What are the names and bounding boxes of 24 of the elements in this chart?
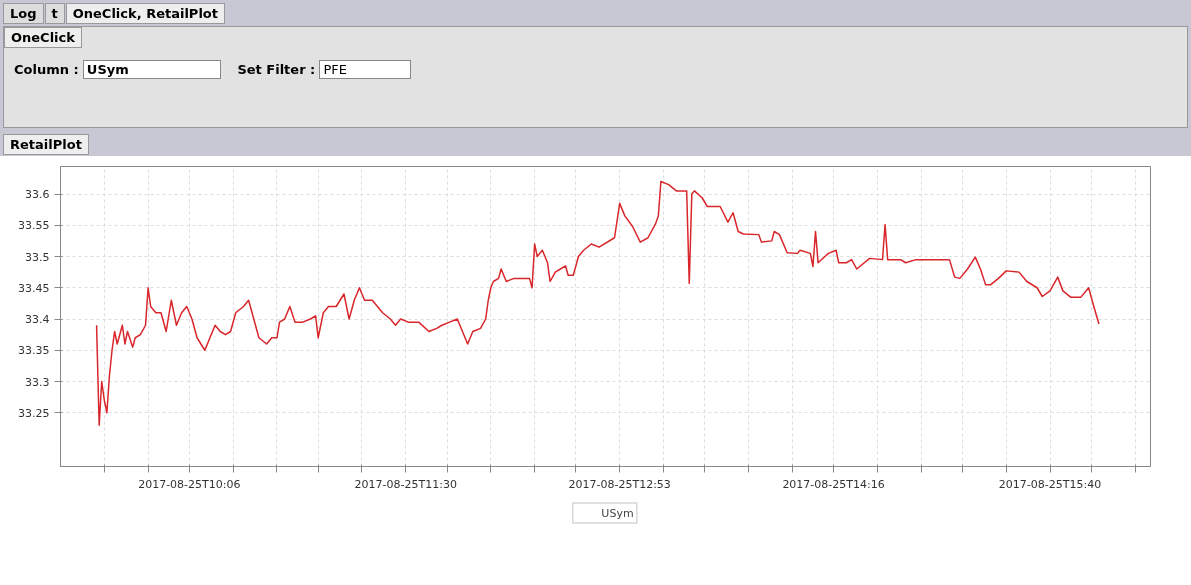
y-tick-label: 33.25 bbox=[18, 406, 50, 420]
text: PFE bbox=[319, 60, 412, 79]
x-tick-label: 2017-08-25T11:30 bbox=[354, 477, 457, 491]
y-tick-label: 33.35 bbox=[18, 344, 50, 358]
text: OneClick bbox=[4, 27, 82, 48]
y-tick-label: 33.55 bbox=[18, 219, 50, 233]
y-tick-label: 33.5 bbox=[25, 250, 50, 264]
y-tick-label: 33.6 bbox=[25, 188, 50, 201]
x-tick-label: 2017-08-25T12:53 bbox=[568, 477, 671, 491]
text: Log bbox=[3, 3, 44, 24]
line-series bbox=[95, 180, 1100, 426]
text: Set Filter : bbox=[237, 62, 316, 77]
x-tick-label: 2017-08-25T14:16 bbox=[782, 477, 885, 491]
x-tick-label: 2017-08-25T10:06 bbox=[138, 477, 241, 491]
text: USym bbox=[82, 60, 221, 79]
text: t bbox=[44, 3, 65, 24]
text: OneClick, RetailPlot bbox=[65, 3, 225, 24]
y-tick-label: 33.45 bbox=[18, 281, 50, 295]
chart-title: RetailPlot bbox=[3, 134, 89, 155]
text: USym bbox=[601, 506, 634, 520]
y-tick-label: 33.3 bbox=[25, 375, 50, 389]
text: Column : bbox=[14, 62, 79, 77]
x-tick-label: 2017-08-25T15:40 bbox=[998, 477, 1102, 491]
y-tick-label: 33.4 bbox=[25, 313, 50, 326]
